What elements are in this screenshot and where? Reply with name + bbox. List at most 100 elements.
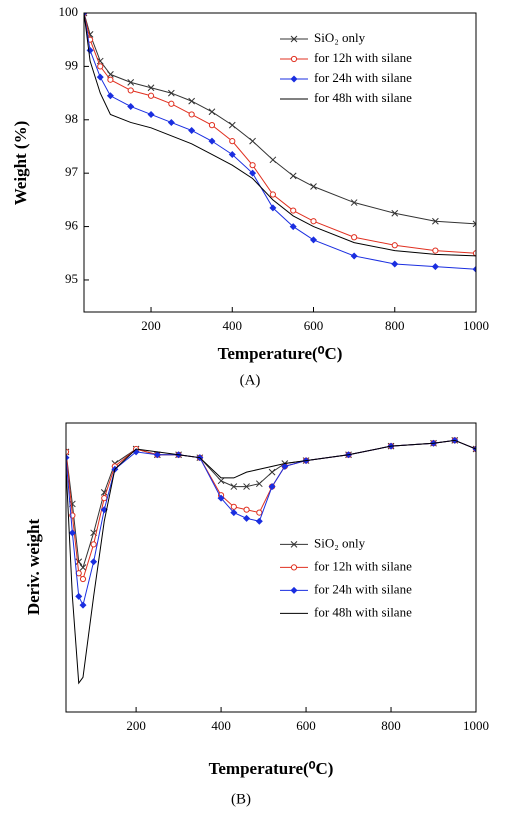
marker [268,468,276,476]
axis-title: Temperature(⁰C) [218,344,343,363]
plot: 200 400 600 800 1000 SiO₂ only for 12h with si… [24,422,489,807]
legend-label: for 48h with silane [314,604,412,619]
marker [350,199,358,206]
marker [79,575,87,583]
plot: 200 400 600 800 1000 95 96 97 98 99 100 SiO₂ only fo… [11,4,489,388]
y-tick-label: 98 [65,111,78,126]
caption: (A) [240,372,261,388]
x-tick-label: 600 [304,318,324,333]
marker [290,564,298,571]
x-tick-label: 400 [211,718,231,733]
marker [431,263,439,271]
marker [75,558,83,566]
marker [249,137,256,145]
marker [290,75,298,83]
x-tick-label: 1000 [463,318,489,333]
y-tick-label: 99 [65,57,78,72]
marker [97,63,104,70]
marker [243,483,250,490]
marker [188,126,196,134]
marker [290,55,298,63]
marker [255,480,263,488]
x-tick-label: 200 [141,318,161,333]
series-line [84,13,476,257]
marker [153,451,161,459]
x-tick-label: 800 [381,718,401,733]
x-tick-label: 800 [385,318,405,333]
marker [217,477,225,485]
marker [167,118,175,126]
marker [432,217,439,225]
y-tick-label: 96 [65,218,79,233]
marker [310,183,317,190]
marker [106,92,114,100]
marker [290,586,298,594]
marker [268,483,276,491]
marker [147,84,155,92]
marker [127,79,135,86]
marker [90,558,98,566]
marker [96,57,104,65]
legend-label: for 24h with silane [314,70,412,85]
marker [290,35,298,43]
marker [107,76,114,83]
axis-title: Temperature(⁰C) [209,759,334,778]
series-line [66,439,476,581]
marker [208,108,216,116]
series-line [66,439,476,607]
legend-label: for 24h with silane [314,581,412,596]
legend-label: for 12h with silane [314,558,412,573]
series-line [84,13,476,270]
marker [249,169,257,177]
marker [147,92,155,99]
marker [230,503,237,510]
series-area [84,13,476,273]
marker [86,46,94,54]
marker [167,89,175,97]
marker [350,252,358,260]
marker [229,138,236,145]
marker [75,592,83,600]
legend-label: for 48h with silane [314,90,412,105]
marker [228,121,236,129]
series-area [66,436,476,685]
marker [243,506,250,513]
marker [391,209,399,217]
x-tick-label: 200 [126,718,146,733]
marker [96,73,104,81]
marker [100,489,108,496]
marker [472,220,476,228]
marker [230,509,238,517]
x-tick-label: 1000 [463,718,489,733]
marker [79,564,87,571]
plot-frame [83,12,477,313]
legend-label: SiO₂ only [314,535,366,550]
y-tick-label: 100 [59,4,79,19]
marker [269,156,277,164]
marker [217,494,225,502]
marker [290,207,297,214]
marker [256,509,263,516]
marker [281,462,289,470]
legend-label: for 12h with silane [314,50,412,65]
marker [90,541,97,548]
marker [208,137,216,145]
marker [66,454,70,462]
marker [310,236,318,244]
x-tick-label: 600 [296,718,316,733]
marker [255,517,263,525]
marker [351,234,358,241]
y-tick-label: 97 [65,164,79,179]
marker [269,204,277,212]
marker [188,111,195,118]
series-line [84,13,476,225]
marker [472,445,476,453]
plot-frame [65,422,477,713]
marker [289,223,297,231]
marker [208,122,216,129]
marker [290,541,298,548]
marker [289,172,297,180]
marker [101,495,108,502]
marker [168,100,175,107]
